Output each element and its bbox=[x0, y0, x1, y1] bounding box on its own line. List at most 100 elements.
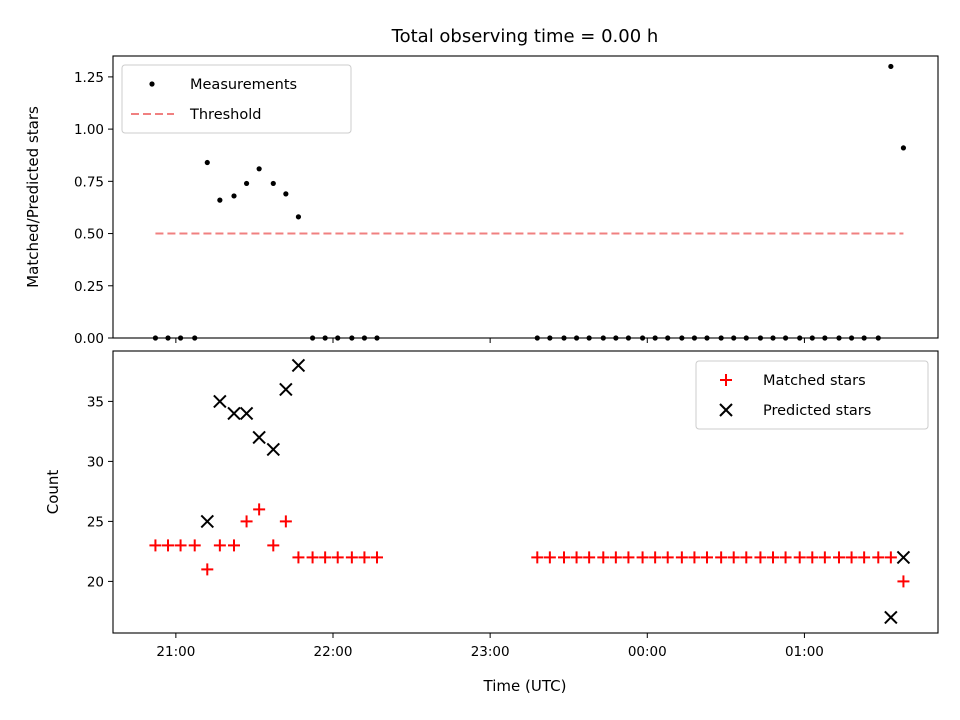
matched-star-point bbox=[558, 551, 570, 564]
predicted-star-point bbox=[884, 610, 898, 625]
matched-star-point bbox=[279, 515, 292, 528]
matched-star-point bbox=[213, 539, 226, 552]
measurement-point bbox=[295, 214, 302, 220]
bottom-x-ticks: 21:00 22:00 23:00 00:00 01:00 bbox=[156, 633, 824, 660]
measurement-point bbox=[256, 166, 262, 172]
matched-star-point bbox=[149, 539, 162, 552]
matched-star-point bbox=[661, 551, 674, 564]
top-legend: Measurements Threshold bbox=[121, 64, 352, 134]
bottom-y-axis-label: Count bbox=[44, 470, 62, 515]
matched-star-point bbox=[253, 503, 266, 516]
x-tick-label: 21:00 bbox=[156, 644, 195, 660]
matched-star-point bbox=[793, 551, 806, 564]
matched-star-point bbox=[636, 551, 649, 564]
legend-label-threshold: Threshold bbox=[189, 107, 261, 123]
measurement-point bbox=[231, 193, 237, 199]
matched-star-point bbox=[701, 551, 713, 564]
legend-label-measurements: Measurements bbox=[190, 77, 297, 93]
measurement-point bbox=[283, 191, 289, 197]
top-axes-frame bbox=[112, 55, 939, 339]
x-tick-label: 22:00 bbox=[314, 644, 353, 660]
matched-star-point bbox=[331, 551, 344, 564]
predicted-star-point bbox=[213, 394, 227, 409]
top-y-ticks: 0.00 0.25 0.50 0.75 1.00 1.25 bbox=[74, 70, 113, 347]
matched-star-point bbox=[319, 551, 332, 564]
measurement-point bbox=[900, 145, 907, 151]
matched-star-point bbox=[292, 551, 305, 564]
matched-star-point bbox=[306, 551, 319, 564]
x-axis-label: Time (UTC) bbox=[483, 677, 567, 695]
matched-star-point bbox=[727, 551, 740, 564]
matched-star-point bbox=[570, 551, 583, 564]
matched-star-point bbox=[597, 551, 610, 564]
measurement-point bbox=[243, 180, 250, 187]
legend-marker-matched-stars bbox=[720, 374, 732, 386]
predicted-star-point bbox=[239, 406, 254, 421]
predicted-star-point bbox=[200, 514, 214, 529]
matched-star-point bbox=[609, 551, 622, 564]
matched-star-point bbox=[818, 551, 831, 564]
top-y-axis-label: Matched/Predicted stars bbox=[24, 106, 42, 288]
matched-star-point bbox=[779, 551, 792, 564]
bottom-y-ticks: 20 25 30 35 bbox=[87, 394, 113, 590]
matched-star-point bbox=[858, 551, 871, 564]
matched-star-point bbox=[715, 551, 728, 564]
matched-star-point bbox=[754, 551, 767, 564]
legend-label-predicted-stars: Predicted stars bbox=[763, 403, 871, 419]
matched-star-point bbox=[688, 551, 701, 564]
bottom-y-tick-label: 25 bbox=[87, 514, 104, 530]
matched-star-point bbox=[358, 551, 371, 564]
top-y-tick-label: 0.75 bbox=[74, 174, 104, 190]
top-y-tick-label: 0.50 bbox=[74, 227, 104, 243]
x-tick-label: 23:00 bbox=[471, 644, 510, 660]
matched-star-point bbox=[188, 539, 201, 552]
top-x-ticks bbox=[175, 338, 805, 343]
matched-star-point bbox=[583, 551, 596, 564]
matched-star-point bbox=[845, 551, 858, 564]
matched-star-point bbox=[345, 551, 358, 564]
matched-star-point bbox=[174, 539, 187, 552]
predicted-star-point bbox=[266, 442, 280, 457]
predicted-star-point bbox=[896, 550, 911, 565]
predicted-star-point bbox=[227, 406, 241, 421]
chart-title: Total observing time = 0.00 h bbox=[391, 26, 659, 47]
matched-star-point bbox=[201, 563, 214, 576]
measurement-point bbox=[888, 63, 894, 70]
bottom-axes-frame bbox=[112, 350, 939, 634]
matched-star-point bbox=[740, 551, 753, 564]
predicted-star-point bbox=[291, 358, 306, 373]
bottom-legend: Matched stars Predicted stars bbox=[695, 360, 929, 430]
bottom-y-tick-label: 20 bbox=[87, 574, 104, 590]
legend-marker-predicted-stars bbox=[719, 403, 733, 417]
matched-star-point bbox=[872, 551, 885, 564]
matched-star-point bbox=[543, 551, 556, 564]
x-tick-label: 01:00 bbox=[785, 644, 824, 660]
predicted-star-point bbox=[279, 382, 293, 397]
matched-star-point bbox=[267, 539, 280, 552]
matched-star-point bbox=[806, 551, 819, 564]
legend-label-matched-stars: Matched stars bbox=[763, 373, 866, 389]
matched-star-point bbox=[162, 539, 174, 552]
top-panel: 0.00 0.25 0.50 0.75 1.00 1.25 Matched/Predict… bbox=[24, 55, 939, 347]
matched-star-point bbox=[884, 551, 897, 564]
bottom-y-tick-label: 35 bbox=[87, 394, 104, 410]
top-y-tick-label: 1.00 bbox=[74, 122, 104, 138]
top-y-tick-label: 0.00 bbox=[74, 331, 104, 347]
matched-star-point bbox=[767, 551, 779, 564]
matched-star-point bbox=[240, 515, 253, 528]
matched-star-point bbox=[649, 551, 662, 564]
measurement-point bbox=[217, 197, 223, 203]
matched-star-point bbox=[531, 551, 544, 564]
matched-star-point bbox=[228, 539, 240, 552]
top-legend-frame bbox=[121, 64, 352, 134]
bottom-legend-frame bbox=[695, 360, 929, 430]
measurement-point bbox=[270, 180, 276, 187]
top-y-tick-label: 0.25 bbox=[74, 279, 104, 295]
bottom-plot-area bbox=[149, 358, 911, 625]
x-tick-label: 00:00 bbox=[628, 644, 667, 660]
matched-star-point bbox=[833, 551, 845, 564]
matched-star-point bbox=[897, 575, 910, 588]
bottom-panel: 21:00 22:00 23:00 00:00 01:00 20 25 30 35 Count… bbox=[44, 350, 939, 660]
predicted-star-point bbox=[252, 430, 266, 445]
